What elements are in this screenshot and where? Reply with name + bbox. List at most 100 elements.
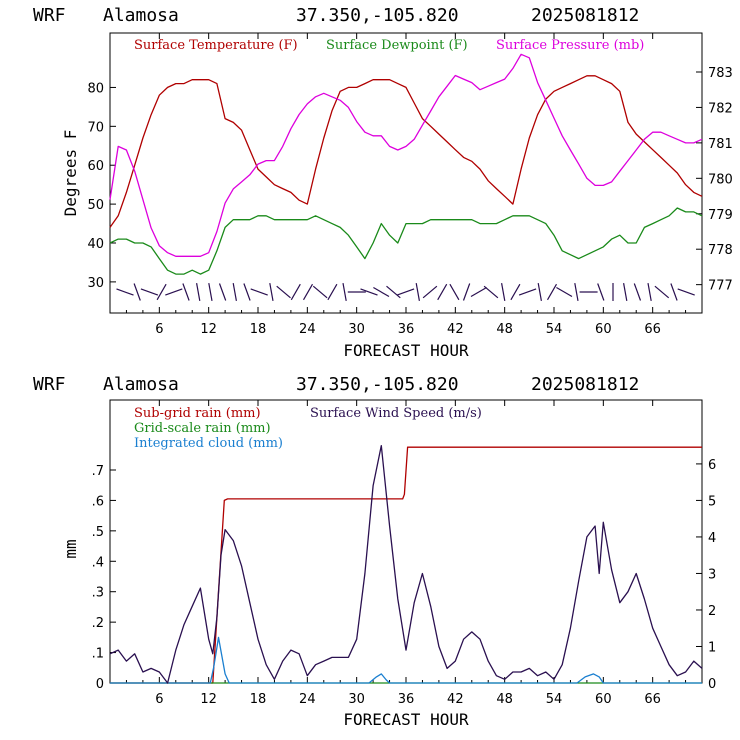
wind-barb	[537, 282, 542, 302]
wind-barb	[243, 283, 251, 301]
wind-barb	[470, 286, 487, 298]
wind-barb	[156, 283, 167, 301]
series-line-subgrid	[110, 446, 702, 684]
bottom-header-model: WRF	[33, 374, 66, 395]
bottom-header-init: 2025081812	[531, 374, 639, 395]
y-tick-label: .7	[92, 464, 104, 479]
wind-barb	[133, 283, 141, 301]
series-line-dewpoint	[109, 207, 703, 275]
wind-barb	[449, 283, 460, 301]
wind-barb	[633, 283, 642, 301]
top-plot-frame	[109, 32, 703, 314]
x-tick-label: 12	[200, 692, 217, 707]
bottom-header-station: Alamosa	[103, 374, 179, 395]
y-tick-label: 0	[96, 677, 104, 692]
wind-barb	[165, 288, 183, 296]
x-tick-label: 60	[595, 692, 612, 707]
y2-tick-label: 6	[708, 458, 716, 473]
series-line-wind	[109, 444, 703, 684]
bottom-panel-legend: Sub-grid rain (mm) Grid-scale rain (mm) …	[134, 406, 482, 451]
y2-tick-label: 2	[708, 604, 716, 619]
wind-barb	[396, 288, 415, 296]
x-tick-label: 6	[155, 692, 163, 707]
wind-barb	[654, 285, 670, 299]
wind-barb	[302, 283, 314, 301]
wind-barb	[312, 285, 328, 299]
series-line-cloud	[110, 636, 702, 684]
top-series	[109, 53, 703, 275]
x-tick-label: 66	[644, 322, 661, 337]
x-tick-label: 18	[250, 692, 267, 707]
wind-barb	[556, 286, 573, 298]
series-line-pressure	[109, 53, 703, 257]
top-header-init: 2025081812	[531, 5, 639, 26]
y-tick-label: .4	[92, 555, 104, 570]
x-tick-label: 60	[595, 322, 612, 337]
wind-barb	[623, 282, 628, 302]
x-tick-label: 18	[250, 322, 267, 337]
x-tick-label: 24	[299, 322, 316, 337]
y2-tick-label: 778	[708, 243, 733, 258]
top-legend-dewpoint: Surface Dewpoint (F)	[326, 38, 468, 53]
y2-tick-label: 0	[708, 677, 716, 692]
y2-tick-label: 1	[708, 640, 716, 655]
wind-barb	[462, 283, 471, 301]
wind-barb	[276, 285, 291, 299]
wind-barb	[597, 283, 605, 301]
y-tick-label: 50	[87, 198, 104, 213]
top-legend-pressure: Surface Pressure (mb)	[496, 38, 644, 53]
wind-barb	[518, 288, 537, 296]
bottom-y2-axis-ticks: 0 1 2 3 4 5 6	[696, 458, 716, 692]
top-header-station: Alamosa	[103, 5, 179, 26]
wind-barb	[670, 283, 678, 301]
top-legend-temperature: Surface Temperature (F)	[134, 38, 298, 53]
y-tick-label: 40	[87, 237, 104, 252]
wind-barb	[546, 283, 558, 301]
wind-barb	[342, 282, 347, 302]
x-tick-label: 36	[398, 692, 415, 707]
y2-tick-label: 779	[708, 208, 733, 223]
wind-barb	[422, 285, 438, 299]
y2-tick-label: 780	[708, 172, 733, 187]
top-x-axis-label: FORECAST HOUR	[343, 341, 469, 360]
x-tick-label: 48	[496, 322, 513, 337]
x-tick-label: 48	[496, 692, 513, 707]
wind-barb	[510, 283, 521, 301]
top-y-axis-ticks: 30 40 50 60 70 80	[87, 81, 116, 291]
y-tick-label: .5	[92, 525, 104, 540]
y2-tick-label: 777	[708, 279, 733, 294]
y2-tick-label: 4	[708, 531, 716, 546]
y-tick-label: .3	[92, 586, 104, 601]
x-tick-label: 66	[644, 692, 661, 707]
wind-barb	[647, 282, 652, 302]
y2-tick-label: 5	[708, 494, 716, 509]
bottom-y-axis-label: mm	[61, 539, 80, 558]
wind-barb	[483, 285, 499, 299]
top-y-axis-label: Degrees F	[61, 130, 80, 217]
x-tick-label: 42	[447, 322, 464, 337]
bottom-series	[109, 444, 703, 684]
wind-barb	[415, 282, 420, 302]
bottom-x-axis-ticks: 6 12 18 24 30 36 42 48 54 60 66	[125, 400, 687, 707]
wind-barb	[250, 288, 268, 296]
wind-barb	[386, 285, 401, 299]
bottom-legend-gridscale-rain: Grid-scale rain (mm)	[134, 421, 271, 436]
x-tick-label: 6	[155, 322, 163, 337]
y-tick-label: 80	[87, 81, 104, 96]
top-header-model: WRF	[33, 5, 66, 26]
series-line-temperature	[109, 75, 703, 228]
wind-barb	[269, 282, 274, 302]
y-tick-label: 70	[87, 120, 104, 135]
y-tick-label: 30	[87, 276, 104, 291]
x-tick-label: 24	[299, 692, 316, 707]
top-x-axis-ticks: 6 12 18 24 30 36 42 48 54 60 66	[125, 33, 687, 337]
bottom-legend-subgrid-rain: Sub-grid rain (mm)	[134, 406, 261, 421]
wind-barb	[140, 288, 159, 296]
x-tick-label: 36	[398, 322, 415, 337]
y2-tick-label: 3	[708, 567, 716, 582]
bottom-x-axis-label: FORECAST HOUR	[343, 710, 469, 729]
x-tick-label: 30	[348, 692, 365, 707]
bottom-y-axis-ticks: 0 .1 .2 .3 .4 .5 .6 .7	[92, 464, 116, 692]
wind-barb	[182, 283, 190, 301]
